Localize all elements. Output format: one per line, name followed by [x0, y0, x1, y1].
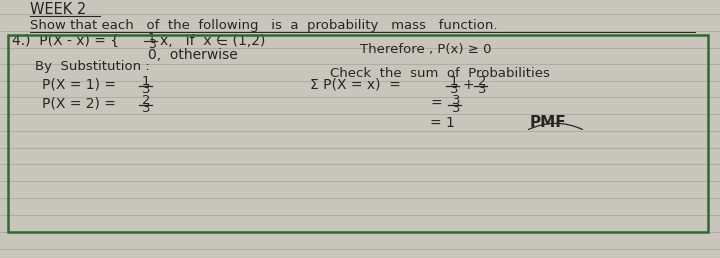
- Text: 1: 1: [142, 75, 150, 88]
- Text: 3: 3: [452, 94, 461, 107]
- Text: 2: 2: [142, 94, 150, 107]
- Text: By  Substitution :: By Substitution :: [35, 60, 150, 72]
- Text: 2: 2: [478, 75, 487, 88]
- Text: 4.)  P(X - x) = {: 4.) P(X - x) = {: [12, 34, 119, 48]
- Text: +: +: [462, 78, 474, 92]
- Text: 3: 3: [142, 102, 150, 115]
- Text: P(X = 1) =: P(X = 1) =: [42, 78, 116, 92]
- Text: PMF: PMF: [530, 115, 567, 130]
- Text: 3: 3: [452, 102, 461, 115]
- Text: P(X = 2) =: P(X = 2) =: [42, 97, 116, 111]
- Text: 3: 3: [478, 83, 487, 96]
- Text: =: =: [430, 97, 441, 111]
- Text: Show that each   of  the  following   is  a  probability   mass   function.: Show that each of the following is a pro…: [30, 19, 498, 32]
- Text: 3: 3: [148, 38, 156, 51]
- Text: WEEK 2: WEEK 2: [30, 2, 86, 17]
- Text: 1: 1: [148, 32, 156, 45]
- Text: Therefore , P(x) ≥ 0: Therefore , P(x) ≥ 0: [360, 43, 492, 55]
- Text: Σ P(X = x)  =: Σ P(X = x) =: [310, 78, 401, 92]
- Text: 0,  otherwise: 0, otherwise: [148, 48, 238, 62]
- Text: 1: 1: [450, 75, 459, 88]
- Text: 3: 3: [142, 83, 150, 96]
- Text: 3: 3: [450, 83, 459, 96]
- Text: x,   if  x ∈ (1,2): x, if x ∈ (1,2): [160, 34, 266, 48]
- Text: Check  the  sum  of  Probabilities: Check the sum of Probabilities: [330, 67, 550, 80]
- Text: = 1: = 1: [430, 116, 455, 130]
